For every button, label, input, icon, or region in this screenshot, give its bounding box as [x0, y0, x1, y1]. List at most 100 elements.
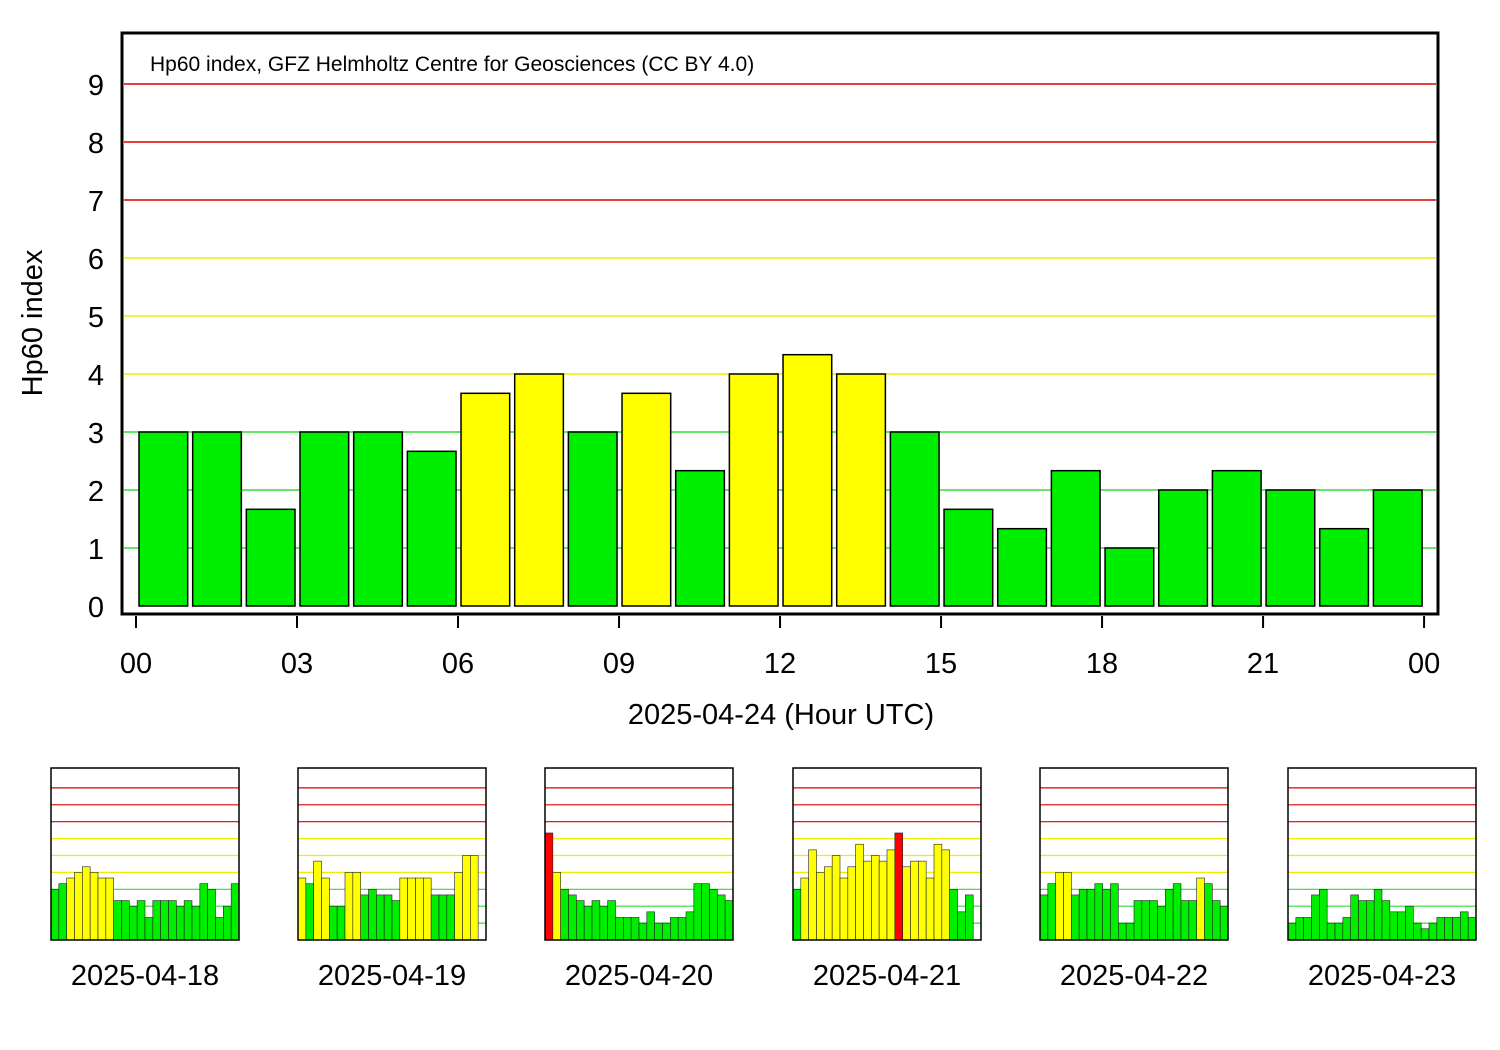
mini-bar-2025-04-19-21	[462, 855, 471, 941]
history-date-label: 2025-04-19	[318, 960, 466, 992]
mini-bar-2025-04-19-14	[407, 877, 416, 941]
x-tick-label: 00	[120, 648, 152, 680]
bar-hour-20	[1211, 469, 1262, 607]
mini-bar-2025-04-18-21	[215, 917, 224, 941]
mini-bar-2025-04-18-23	[230, 883, 240, 941]
bar-hour-11	[728, 373, 779, 607]
mini-bar-2025-04-23-1	[1295, 917, 1304, 941]
bar-hour-19	[1157, 489, 1209, 607]
mini-bar-2025-04-21-20	[949, 888, 958, 941]
mini-bar-2025-04-22-6	[1086, 888, 1096, 941]
mini-bar-2025-04-20-19	[693, 883, 702, 941]
mini-bar-2025-04-23-10	[1366, 900, 1375, 941]
mini-bar-2025-04-23-5	[1326, 922, 1336, 941]
mini-bar-2025-04-18-17	[183, 900, 193, 941]
mini-bar-2025-04-18-12	[144, 917, 154, 941]
history-panel-2025-04-18: 2025-04-18	[50, 767, 240, 992]
mini-bar-2025-04-23-19	[1436, 917, 1445, 941]
mini-bar-2025-04-23-15	[1405, 905, 1414, 941]
mini-bar-2025-04-18-18	[191, 905, 201, 941]
y-tick-label: 4	[88, 360, 104, 392]
mini-bar-2025-04-18-10	[129, 905, 138, 941]
mini-bar-2025-04-23-14	[1397, 911, 1406, 941]
mini-bar-2025-04-22-4	[1071, 894, 1080, 941]
mini-bar-2025-04-22-21	[1204, 883, 1213, 941]
mini-bar-2025-04-22-7	[1094, 883, 1103, 941]
mini-bar-2025-04-22-17	[1172, 883, 1182, 941]
mini-bar-2025-04-23-22	[1460, 911, 1469, 941]
mini-bar-2025-04-19-17	[430, 894, 440, 941]
mini-bar-2025-04-23-9	[1358, 900, 1367, 941]
history-date-label: 2025-04-21	[813, 960, 961, 992]
mini-bar-2025-04-19-7	[352, 872, 361, 941]
mini-bar-2025-04-22-11	[1125, 922, 1135, 941]
mini-bar-2025-04-23-0	[1287, 922, 1297, 941]
mini-frame	[50, 767, 240, 941]
history-panel-2025-04-19: 2025-04-19	[297, 767, 487, 992]
history-panels: 2025-04-18 2025-04-19 2025-04-20 2025-04-21…	[50, 767, 1477, 992]
history-panel-2025-04-21: 2025-04-21	[792, 767, 982, 992]
mini-bar-2025-04-18-5	[89, 872, 99, 941]
mini-bar-2025-04-20-1	[552, 872, 561, 941]
mini-bar-2025-04-21-1	[800, 877, 809, 941]
mini-bar-2025-04-22-18	[1180, 900, 1190, 941]
mini-bar-2025-04-23-20	[1444, 917, 1453, 941]
mini-bar-2025-04-20-21	[709, 888, 718, 941]
bar-hour-16	[996, 527, 1048, 607]
y-tick-label: 6	[88, 244, 104, 276]
mini-bar-2025-04-19-10	[376, 894, 385, 941]
mini-bar-2025-04-21-4	[824, 866, 833, 941]
bar-hour-15	[943, 508, 994, 607]
mini-bar-2025-04-22-20	[1196, 877, 1205, 941]
mini-bar-2025-04-19-2	[313, 860, 322, 941]
x-tick-label: 09	[603, 648, 635, 680]
mini-bar-2025-04-19-18	[438, 894, 448, 941]
mini-bar-2025-04-18-13	[152, 900, 161, 941]
mini-bar-2025-04-20-8	[607, 900, 616, 941]
mini-frame	[1287, 767, 1477, 941]
mini-bar-2025-04-23-7	[1342, 917, 1351, 941]
mini-bar-2025-04-19-11	[383, 894, 393, 941]
mini-bar-2025-04-19-20	[454, 872, 463, 941]
mini-bar-2025-04-20-14	[654, 922, 663, 941]
mini-bar-2025-04-20-13	[646, 911, 655, 941]
mini-bar-2025-04-23-3	[1311, 894, 1320, 941]
mini-bar-2025-04-20-22	[717, 894, 726, 941]
mini-bar-2025-04-19-8	[360, 894, 369, 941]
x-tick-label: 15	[925, 648, 957, 680]
mini-bar-2025-04-22-3	[1063, 872, 1072, 941]
x-tick-label: 12	[764, 648, 796, 680]
mini-bar-2025-04-18-15	[168, 900, 177, 941]
bar-hour-10	[674, 469, 726, 607]
mini-bar-2025-04-21-21	[957, 911, 966, 941]
bar-hour-13	[835, 373, 887, 607]
mini-frame	[544, 767, 734, 941]
mini-bar-2025-04-21-15	[910, 860, 919, 941]
mini-bar-2025-04-23-4	[1319, 888, 1328, 941]
x-axis-label: 2025-04-24 (Hour UTC)	[628, 699, 934, 731]
bar-hour-1	[191, 431, 243, 607]
mini-bar-2025-04-21-14	[902, 866, 911, 941]
x-tick-label: 03	[281, 648, 313, 680]
mini-frame	[792, 767, 982, 941]
bar-hour-7	[513, 373, 565, 607]
mini-bar-2025-04-21-5	[831, 855, 841, 941]
mini-bar-2025-04-20-6	[591, 900, 601, 941]
mini-bar-2025-04-21-19	[941, 849, 950, 941]
mini-bar-2025-04-20-7	[599, 905, 608, 941]
mini-bar-2025-04-18-2	[66, 877, 75, 941]
mini-bar-2025-04-19-5	[336, 905, 346, 941]
mini-bar-2025-04-19-1	[305, 883, 314, 941]
bar-hour-5	[406, 450, 457, 607]
x-tick-label: 00	[1408, 648, 1440, 680]
y-tick-label: 5	[88, 302, 104, 334]
mini-bar-2025-04-23-6	[1334, 922, 1344, 941]
mini-bar-2025-04-22-19	[1188, 900, 1197, 941]
y-tick-label: 0	[88, 592, 104, 624]
mini-bar-2025-04-20-11	[630, 917, 640, 941]
y-axis: 0 1 2 3 4 5 6 7 8 9	[88, 70, 104, 624]
history-panel-2025-04-22: 2025-04-22	[1039, 767, 1229, 992]
mini-bar-2025-04-23-23	[1467, 917, 1477, 941]
mini-bar-2025-04-22-12	[1133, 900, 1143, 941]
